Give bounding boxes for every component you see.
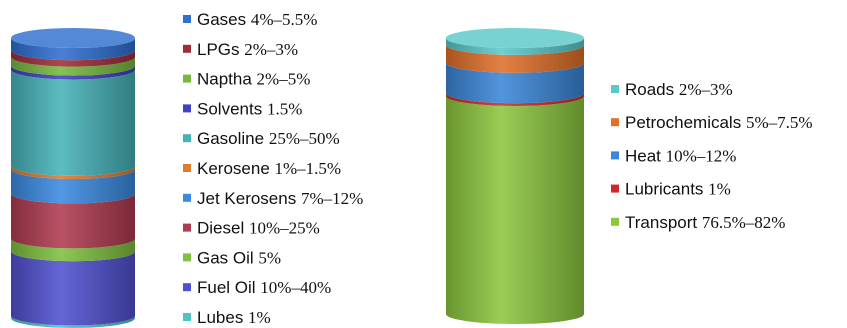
segment-fuel-oil (11, 251, 135, 325)
legend-swatch (183, 134, 191, 142)
legend-label: Naptha 2%–5% (197, 70, 310, 89)
legend-label: Gases 4%–5.5% (197, 10, 317, 29)
cylinder-top-cap (446, 28, 584, 48)
legend-swatch (183, 75, 191, 83)
cylinder-top-cap (11, 28, 135, 48)
legend-swatch (183, 104, 191, 112)
legend-swatch (611, 118, 619, 126)
legend-item-heat: Heat 10%–12% (611, 146, 736, 165)
legend-range: 2%–3% (244, 40, 298, 59)
legend-label: Kerosene 1%–1.5% (197, 159, 341, 178)
legend-range: 1.5% (267, 99, 302, 118)
legend-label: Lubes 1% (197, 308, 271, 327)
legend-range: 2%–3% (679, 80, 733, 99)
legend-swatch (611, 85, 619, 93)
legend-label: Solvents 1.5% (197, 99, 302, 118)
legend-item-gasoline: Gasoline 25%–50% (183, 129, 340, 148)
legend-swatch (611, 218, 619, 226)
legend-item-naptha: Naptha 2%–5% (183, 70, 310, 89)
segment-gasoline (11, 69, 135, 175)
legend-item-diesel: Diesel 10%–25% (183, 219, 320, 238)
legend-item-lpgs: LPGs 2%–3% (183, 40, 298, 59)
legend-range: 5%–7.5% (746, 113, 813, 132)
legend-item-transport: Transport 76.5%–82% (611, 213, 785, 232)
legend-swatch (183, 313, 191, 321)
legend-range: 4%–5.5% (251, 10, 318, 29)
legend-label: Gasoline 25%–50% (197, 129, 340, 148)
legend-swatch (183, 15, 191, 23)
legend-swatch (183, 283, 191, 291)
legend-label: Diesel 10%–25% (197, 219, 320, 238)
legend-range: 25%–50% (269, 129, 340, 148)
legend-swatch (183, 194, 191, 202)
legend-swatch (183, 164, 191, 172)
segment-transport (446, 96, 584, 324)
legend-swatch (611, 151, 619, 159)
legend-range: 10%–25% (249, 219, 320, 238)
legend-label: Heat 10%–12% (625, 146, 736, 165)
legend-range: 2%–5% (257, 70, 311, 89)
legend-swatch (183, 253, 191, 261)
legend-label: Transport 76.5%–82% (625, 213, 785, 232)
legend-label: Lubricants 1% (625, 180, 731, 199)
legend-label: Petrochemicals 5%–7.5% (625, 113, 813, 132)
legend-label: Fuel Oil 10%–40% (197, 278, 331, 297)
cylinder-chart-1 (11, 28, 135, 328)
legend-range: 1% (248, 308, 271, 327)
legend-item-petrochemicals: Petrochemicals 5%–7.5% (611, 113, 813, 132)
legend-item-solvents: Solvents 1.5% (183, 99, 302, 118)
legend: Gases 4%–5.5% LPGs 2%–3% Naptha 2%–5% Solve… (183, 10, 363, 327)
legend: Roads 2%–3% Petrochemicals 5%–7.5% Heat 10… (611, 80, 813, 232)
legend-label: Jet Kerosens 7%–12% (197, 189, 363, 208)
legend-range: 1%–1.5% (275, 159, 342, 178)
legend-range: 7%–12% (301, 189, 363, 208)
legend-swatch (183, 45, 191, 53)
legend-range: 10%–12% (666, 146, 737, 165)
legend-swatch (183, 224, 191, 232)
legend-swatch (611, 185, 619, 193)
legend-item-lubes: Lubes 1% (183, 308, 271, 327)
cylinder-chart-2 (446, 28, 584, 324)
legend-label: Gas Oil 5% (197, 248, 281, 267)
legend-item-fuel-oil: Fuel Oil 10%–40% (183, 278, 331, 297)
legend-label: LPGs 2%–3% (197, 40, 298, 59)
legend-range: 5% (258, 248, 281, 267)
legend-item-roads: Roads 2%–3% (611, 80, 733, 99)
legend-item-lubricants: Lubricants 1% (611, 180, 731, 199)
legend-range: 10%–40% (260, 278, 331, 297)
legend-range: 1% (708, 180, 731, 199)
legend-item-gas-oil: Gas Oil 5% (183, 248, 281, 267)
legend-item-jet-kerosens: Jet Kerosens 7%–12% (183, 189, 363, 208)
legend-label: Roads 2%–3% (625, 80, 733, 99)
legend-item-kerosene: Kerosene 1%–1.5% (183, 159, 341, 178)
legend-item-gases: Gases 4%–5.5% (183, 10, 317, 29)
legend-range: 76.5%–82% (702, 213, 786, 232)
